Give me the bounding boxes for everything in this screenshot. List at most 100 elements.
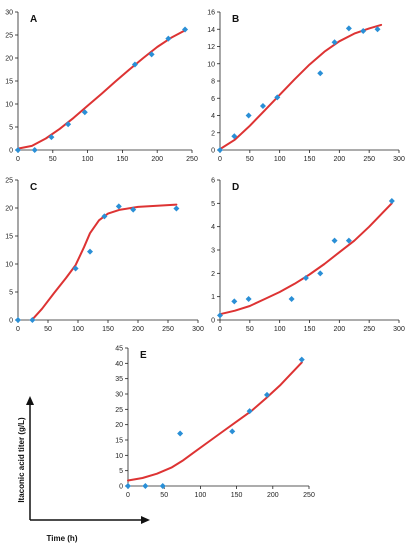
panel-e-data-point bbox=[142, 483, 149, 489]
panel-d-data-point bbox=[217, 312, 223, 319]
panel-c-xtick-label: 300 bbox=[192, 326, 204, 333]
axis-legend-frame: Itaconic acid titer (g/L) Time (h) bbox=[17, 396, 150, 543]
panel-b-ytick-label: 16 bbox=[207, 10, 215, 17]
panel-e-label: E bbox=[140, 350, 147, 361]
x-axis-title: Time (h) bbox=[47, 534, 78, 543]
panel-e-ytick-label: 20 bbox=[115, 422, 123, 429]
panel-d-xtick-label: 50 bbox=[246, 326, 254, 333]
panel-e-data-point bbox=[229, 428, 236, 435]
panel-b-data-point bbox=[317, 70, 324, 77]
panel-a: 0 5 10 15 20 25 30 0 50 100 150 200 250 A bbox=[5, 10, 198, 164]
panel-b-ytick-label: 6 bbox=[211, 96, 215, 103]
panel-e-ytick-label: 25 bbox=[115, 407, 123, 414]
panel-a-xtick-label: 150 bbox=[117, 156, 129, 163]
panel-e-ytick-label: 40 bbox=[115, 361, 123, 368]
panel-c-xtick-label: 200 bbox=[132, 326, 144, 333]
panel-c-xtick-label: 50 bbox=[44, 326, 52, 333]
panel-c-xtick-label: 0 bbox=[16, 326, 20, 333]
legend-y-arrow-icon bbox=[26, 396, 34, 405]
panel-d-ytick-label: 5 bbox=[211, 201, 215, 208]
panel-b-data-point bbox=[331, 39, 338, 46]
panel-d-ytick-label: 2 bbox=[211, 271, 215, 278]
panel-a-data-point bbox=[182, 26, 189, 33]
panel-b-ytick-label: 12 bbox=[207, 44, 215, 51]
panel-a-xtick-label: 100 bbox=[82, 156, 94, 163]
panel-c-ytick-label: 5 bbox=[9, 290, 13, 297]
panel-c-ytick-label: 10 bbox=[5, 262, 13, 269]
panel-e-ytick-label: 5 bbox=[119, 468, 123, 475]
y-axis-title: Itaconic acid titer (g/L) bbox=[17, 417, 26, 503]
panel-e-data-point bbox=[298, 356, 305, 363]
panel-b-ytick-label: 8 bbox=[211, 79, 215, 86]
panel-b-ytick-label: 2 bbox=[211, 130, 215, 137]
panel-c-data-point bbox=[15, 317, 21, 323]
panel-b-ytick-label: 4 bbox=[211, 113, 215, 120]
panel-c-data-point bbox=[115, 203, 122, 210]
panel-a-data-point bbox=[81, 109, 88, 116]
panel-b-fit-line bbox=[219, 23, 383, 151]
panel-a-ytick-label: 30 bbox=[5, 10, 13, 17]
panel-d-data-point bbox=[245, 296, 252, 302]
panel-b-data-point bbox=[360, 27, 367, 34]
panel-a-data-point bbox=[165, 35, 172, 42]
panel-a-xtick-label: 250 bbox=[186, 156, 198, 163]
panel-e-xtick-label: 200 bbox=[267, 492, 279, 499]
panel-e-ytick-label: 10 bbox=[115, 453, 123, 460]
panel-d-ytick-label: 6 bbox=[211, 178, 215, 185]
panel-c-xtick-label: 100 bbox=[72, 326, 84, 333]
panel-a-ytick-label: 10 bbox=[5, 102, 13, 109]
panel-c-data-point bbox=[101, 213, 108, 220]
panel-e-ytick-label: 35 bbox=[115, 376, 123, 383]
legend-x-arrow-icon bbox=[141, 516, 150, 524]
panel-c-ytick-label: 20 bbox=[5, 206, 13, 213]
panel-b-data-point bbox=[259, 103, 266, 110]
panel-d-data-point bbox=[231, 298, 238, 305]
panel-c-ytick-label: 0 bbox=[9, 318, 13, 325]
panel-e-data-point bbox=[125, 483, 131, 489]
panel-b-xtick-label: 200 bbox=[333, 156, 345, 163]
panel-a-data-point bbox=[131, 61, 138, 68]
panel-e-xtick-label: 250 bbox=[303, 492, 315, 499]
panel-d-xtick-label: 250 bbox=[363, 326, 375, 333]
panel-d-data-point bbox=[331, 237, 338, 244]
panel-a-xtick-label: 0 bbox=[16, 156, 20, 163]
panel-a-fit-line bbox=[17, 29, 186, 150]
panel-b-ytick-label: 14 bbox=[207, 27, 215, 34]
panel-b-ytick-label: 10 bbox=[207, 61, 215, 68]
panel-b-xtick-label: 0 bbox=[218, 156, 222, 163]
panel-e-ytick-label: 30 bbox=[115, 392, 123, 399]
panel-d-data-point bbox=[388, 198, 395, 204]
panel-b-data-point bbox=[374, 26, 381, 33]
panel-a-ytick-label: 25 bbox=[5, 33, 13, 40]
panel-e-xtick-label: 100 bbox=[195, 492, 207, 499]
panel-d: 0 1 2 3 4 5 6 0 50 100 150 200 250 300 D bbox=[211, 178, 405, 334]
panel-c-xtick-label: 250 bbox=[162, 326, 174, 333]
panel-d-data-point bbox=[345, 237, 352, 244]
panel-e-ytick-label: 0 bbox=[119, 484, 123, 491]
panel-a-ytick-label: 15 bbox=[5, 79, 13, 86]
panel-c-data-point bbox=[173, 205, 180, 212]
panel-b-data-point bbox=[274, 94, 281, 101]
panel-b-xtick-label: 150 bbox=[304, 156, 316, 163]
panel-a-data-point bbox=[15, 147, 21, 153]
panel-d-ytick-label: 1 bbox=[211, 294, 215, 301]
panel-d-data-point bbox=[288, 296, 295, 302]
panel-e-data-point bbox=[159, 483, 166, 489]
panel-b-xtick-label: 50 bbox=[246, 156, 254, 163]
panel-e-xtick-label: 0 bbox=[126, 492, 130, 499]
panel-d-ytick-label: 0 bbox=[211, 318, 215, 325]
panel-c-xtick-label: 150 bbox=[102, 326, 114, 333]
panel-d-ytick-label: 3 bbox=[211, 248, 215, 255]
panel-b-data-point bbox=[245, 112, 252, 119]
panel-a-label: A bbox=[30, 14, 37, 25]
panel-a-xtick-label: 200 bbox=[151, 156, 163, 163]
panel-d-fit-line bbox=[219, 202, 393, 316]
panel-e-data-point bbox=[177, 430, 184, 437]
panel-b-data-point bbox=[231, 133, 238, 140]
panel-a-data-point bbox=[148, 51, 155, 58]
panel-c-ytick-label: 25 bbox=[5, 178, 13, 185]
panel-b-xtick-label: 100 bbox=[274, 156, 286, 163]
panel-b-label: B bbox=[232, 14, 239, 25]
